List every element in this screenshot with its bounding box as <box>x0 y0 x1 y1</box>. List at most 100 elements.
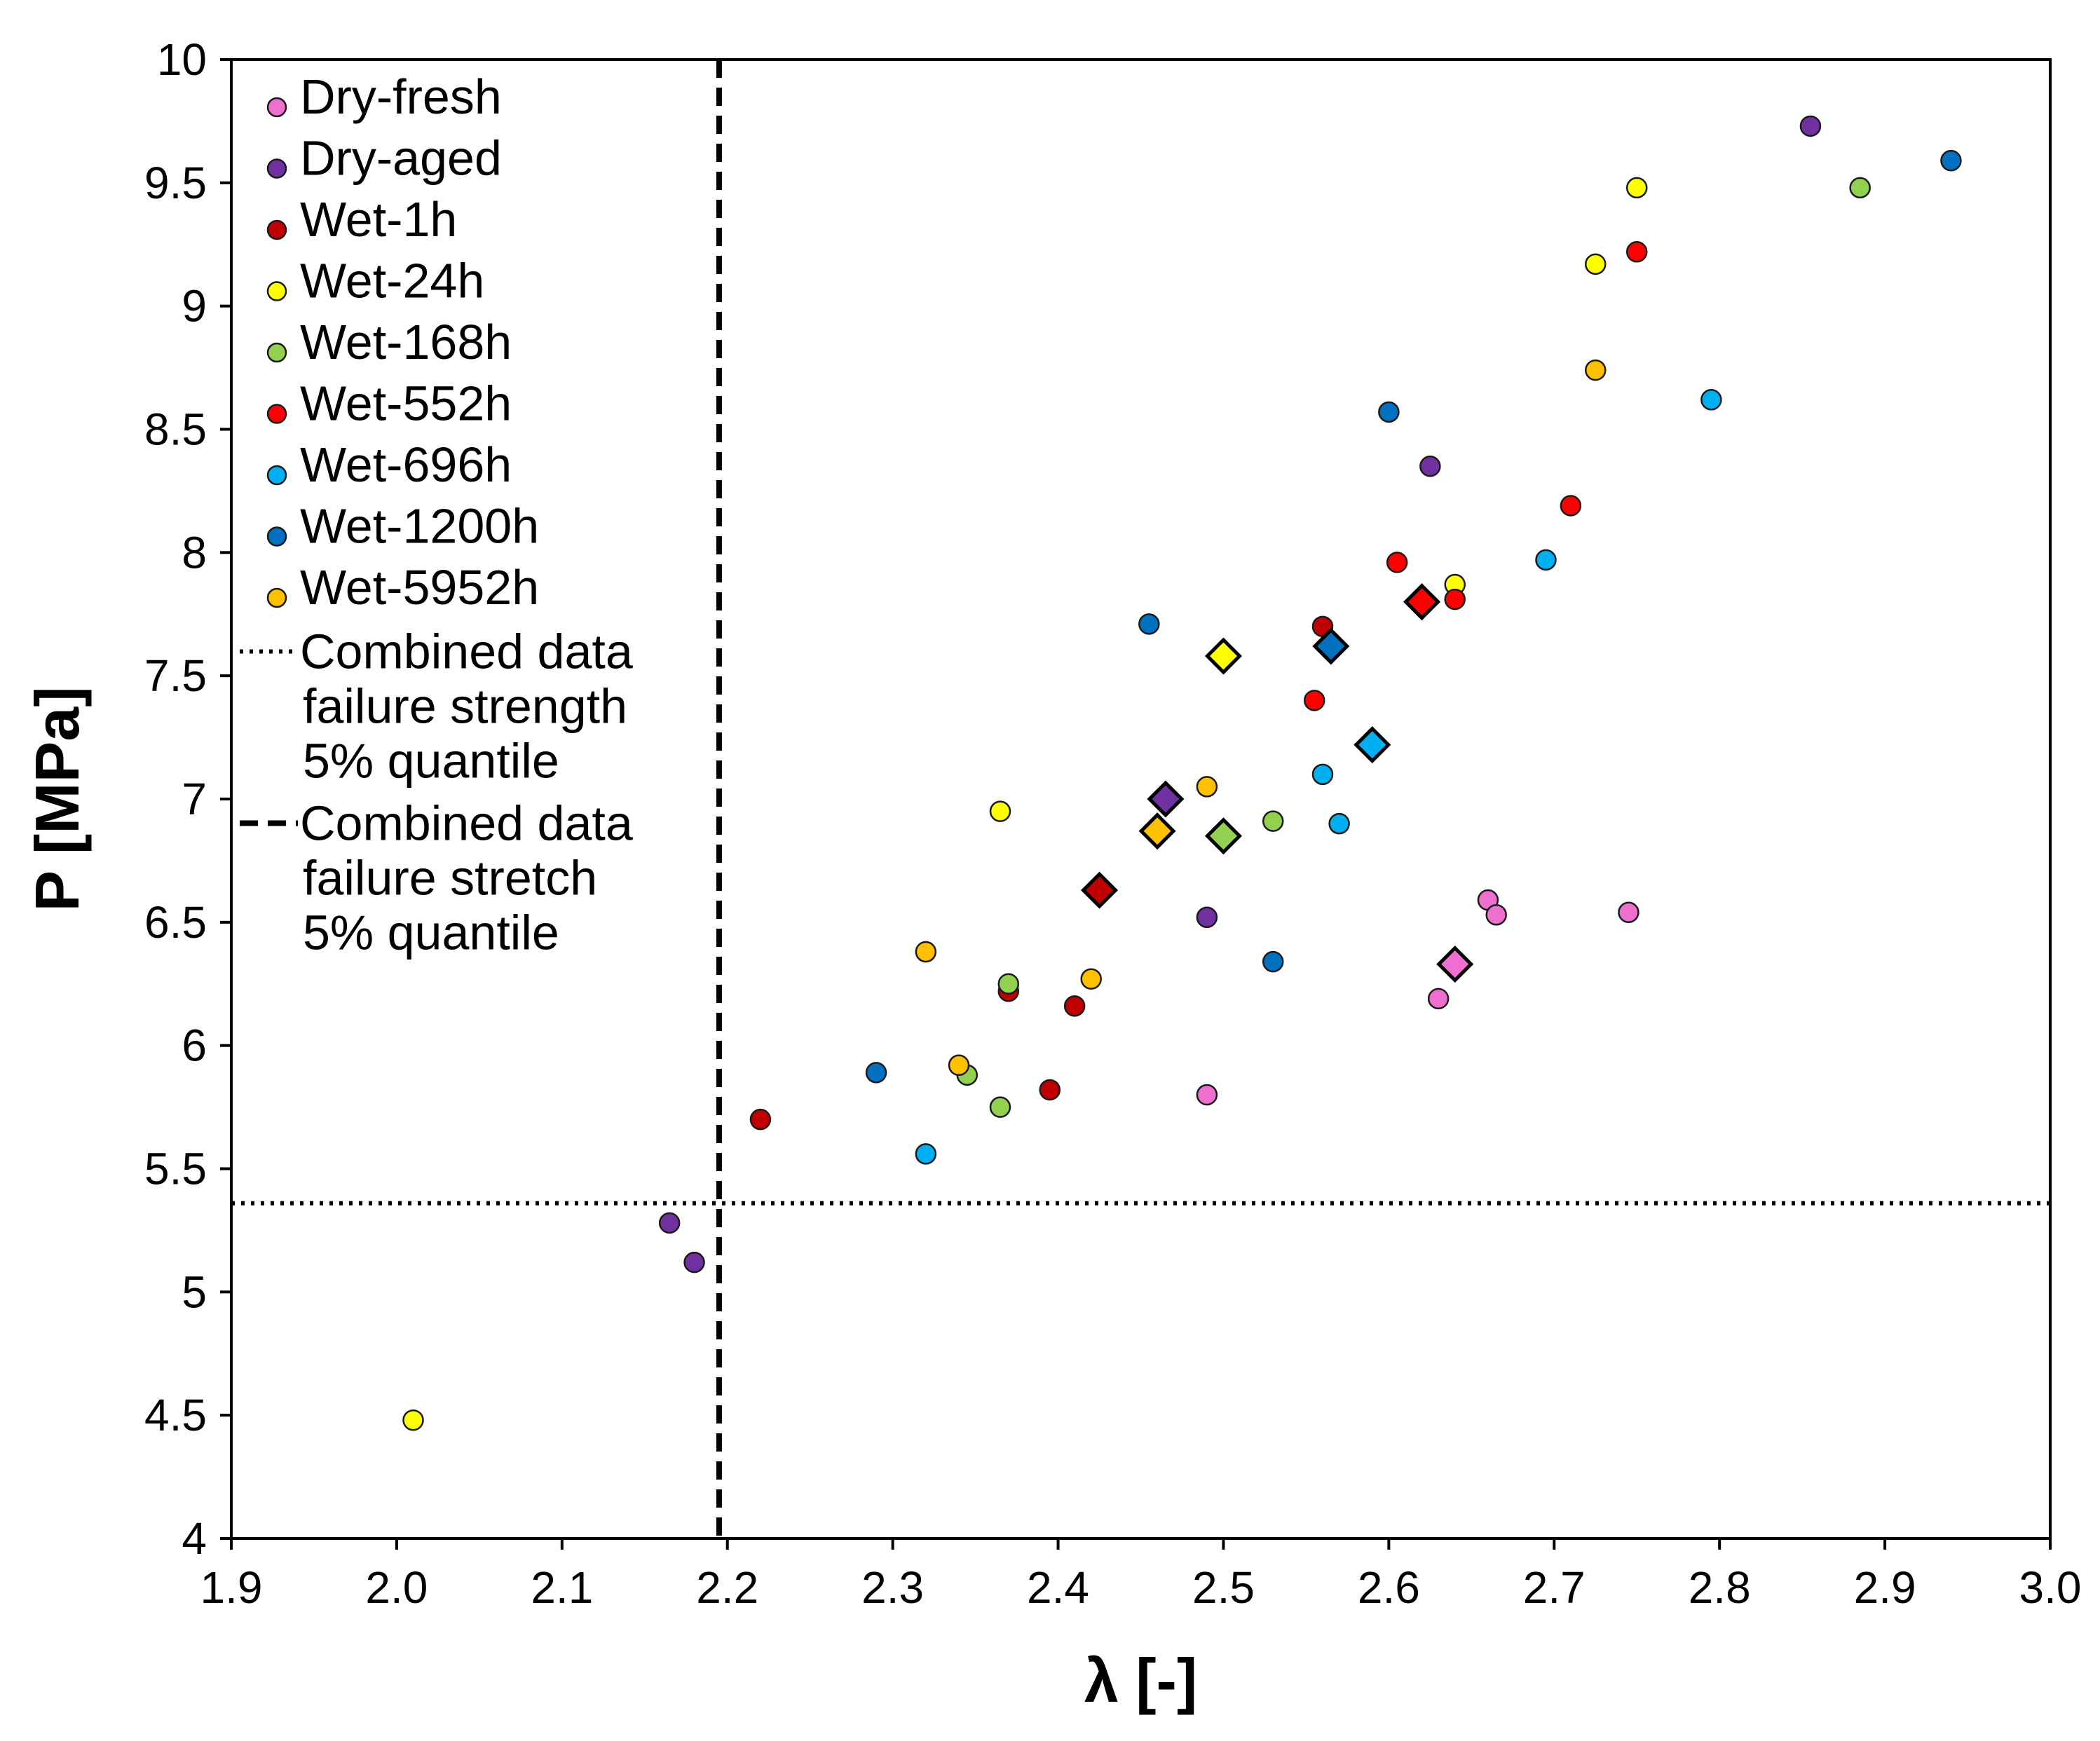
data-point <box>1328 812 1350 835</box>
x-axis-title: λ [-] <box>1084 1646 1197 1715</box>
x-tick-label: 2.6 <box>1358 1562 1420 1613</box>
data-point <box>1849 177 1871 199</box>
legend-label: 5% quantile <box>303 906 559 960</box>
legend-label: Wet-5952h <box>300 560 539 615</box>
legend-marker <box>266 526 287 547</box>
legend-marker <box>266 219 287 240</box>
data-point <box>915 941 937 963</box>
legend-label: Dry-aged <box>300 131 502 186</box>
data-point <box>989 1096 1011 1118</box>
mean-marker <box>1138 812 1176 850</box>
y-tick-label: 7.5 <box>144 650 207 701</box>
data-point <box>1138 613 1160 635</box>
y-tick-label: 5.5 <box>144 1144 207 1194</box>
data-point <box>1427 988 1450 1010</box>
mean-marker <box>1204 637 1242 675</box>
legend-label: Wet-168h <box>300 315 512 369</box>
data-point <box>1311 763 1334 786</box>
legend-label: Wet-1h <box>300 192 457 247</box>
x-tick-label: 2.7 <box>1523 1562 1586 1613</box>
mean-marker <box>1312 627 1350 665</box>
data-point <box>402 1409 424 1431</box>
mean-marker <box>1354 726 1391 764</box>
y-tick-label: 9.5 <box>144 158 207 208</box>
data-point <box>1063 995 1086 1017</box>
data-point <box>1535 549 1557 571</box>
data-point <box>1080 968 1102 990</box>
mean-marker <box>1436 945 1474 983</box>
mean-marker <box>1147 780 1185 818</box>
mean-markers <box>1080 583 1474 983</box>
y-tick-label: 4 <box>182 1513 207 1564</box>
data-point <box>1444 588 1466 610</box>
data-point <box>1585 253 1607 275</box>
data-point <box>865 1062 887 1084</box>
y-tick-label: 6.5 <box>144 897 207 948</box>
legend-marker <box>266 587 287 608</box>
legend-label: Wet-696h <box>300 437 512 492</box>
y-tick-label: 9 <box>182 281 207 332</box>
data-point <box>1262 810 1284 832</box>
x-tick-label: 2.9 <box>1854 1562 1916 1613</box>
legend-label: failure strength <box>303 679 627 734</box>
legend-marker <box>266 281 287 301</box>
data-point <box>1700 389 1722 411</box>
x-tick-label: 1.9 <box>200 1562 263 1613</box>
legend-marker <box>266 158 287 179</box>
data-point <box>1386 552 1408 573</box>
data-point <box>1196 1084 1218 1106</box>
data-point <box>1940 149 1962 172</box>
y-tick-label: 7 <box>182 774 207 824</box>
data-point <box>1799 115 1822 137</box>
x-tick-label: 2.0 <box>365 1562 428 1613</box>
data-point <box>1419 456 1441 477</box>
y-axis-title: P [MPa] <box>22 686 92 911</box>
legend-marker <box>266 97 287 118</box>
legend-marker <box>266 404 287 424</box>
data-point <box>1618 901 1639 924</box>
y-tick-label: 8 <box>182 527 207 578</box>
x-tick-label: 2.8 <box>1689 1562 1751 1613</box>
y-tick-label: 4.5 <box>144 1390 207 1440</box>
reference-lines <box>231 60 2050 1538</box>
data-point <box>1585 359 1607 381</box>
data-points <box>402 115 1962 1431</box>
legend-label: Dry-fresh <box>300 69 502 124</box>
data-point <box>1625 241 1648 263</box>
x-tick-label: 2.1 <box>531 1562 593 1613</box>
legend-label: Wet-1200h <box>300 499 539 554</box>
data-point <box>749 1108 772 1131</box>
mean-marker <box>1204 817 1242 855</box>
y-tick-label: 6 <box>182 1020 207 1071</box>
x-tick-label: 2.2 <box>696 1562 758 1613</box>
data-point <box>1560 495 1582 517</box>
x-tick-label: 2.5 <box>1192 1562 1255 1613</box>
data-point <box>1485 904 1507 926</box>
data-point <box>915 1143 937 1165</box>
y-tick-label: 5 <box>182 1267 207 1317</box>
legend-marker <box>266 342 287 363</box>
y-tick-label: 8.5 <box>144 404 207 455</box>
x-tick-label: 2.3 <box>861 1562 924 1613</box>
data-point <box>1196 906 1218 929</box>
data-point <box>1303 690 1325 711</box>
mean-marker <box>1080 871 1119 909</box>
x-tick-label: 2.4 <box>1027 1562 1089 1613</box>
y-axis-ticks: 4 4.5 5 5.5 6 6.5 7 7.5 8 8.5 9 9.5 10 <box>144 34 231 1564</box>
data-point <box>989 800 1011 822</box>
x-axis-ticks: 1.9 2.0 2.1 2.2 2.3 2.4 2.5 2.6 2.7 2.8 2.9 3.0 <box>200 1538 2081 1613</box>
legend-label: Wet-552h <box>300 376 512 431</box>
y-tick-label: 10 <box>157 34 207 85</box>
data-point <box>1625 177 1648 199</box>
legend: Dry-fresh Dry-aged Wet-1h Wet-24h Wet-168h We… <box>240 69 633 960</box>
legend-marker <box>266 465 287 486</box>
data-point <box>997 973 1020 995</box>
data-point <box>948 1054 970 1077</box>
legend-label: 5% quantile <box>303 734 559 788</box>
data-point <box>1196 776 1218 798</box>
data-point <box>1262 950 1284 973</box>
legend-label: failure stretch <box>303 851 597 906</box>
data-point <box>658 1212 681 1234</box>
legend-label: Combined data <box>300 624 633 679</box>
